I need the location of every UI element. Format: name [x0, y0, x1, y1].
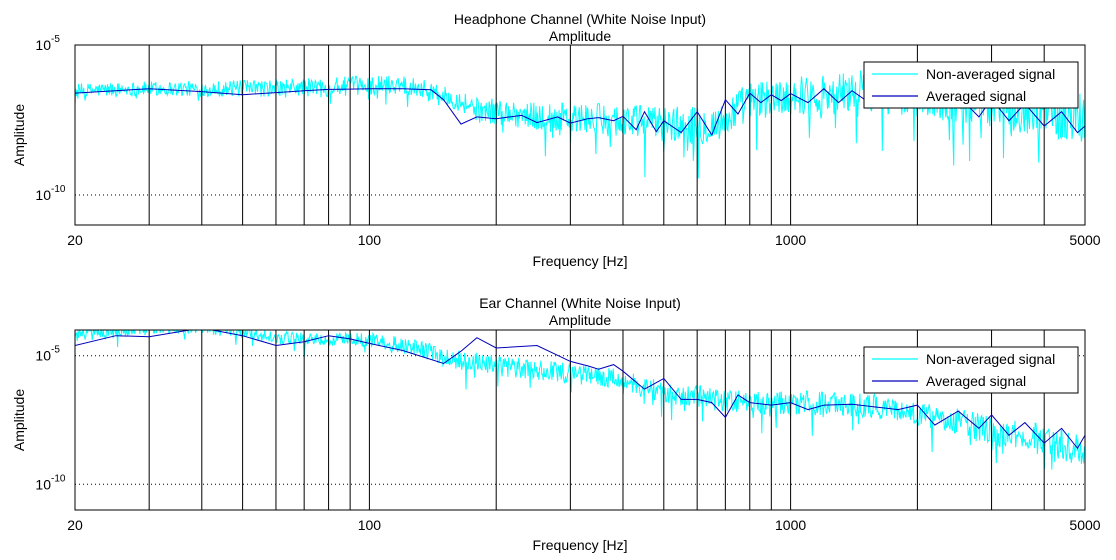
- x-tick-label: 5000: [1069, 232, 1100, 248]
- legend-label: Non-averaged signal: [926, 66, 1055, 82]
- legend: Non-averaged signal Averaged signal: [863, 61, 1079, 109]
- chart-title: Ear Channel (White Noise Input): [479, 295, 681, 311]
- legend-label: Averaged signal: [926, 88, 1026, 104]
- x-tick-label: 5000: [1069, 517, 1100, 533]
- x-tick-label: 20: [67, 232, 83, 248]
- series-non-averaged-signal: [75, 70, 1085, 179]
- x-axis-label: Frequency [Hz]: [533, 253, 628, 269]
- x-tick-label: 1000: [775, 232, 806, 248]
- x-tick-label: 100: [358, 517, 382, 533]
- axes-box: [74, 329, 1086, 511]
- y-tick-label: 10: [35, 348, 51, 364]
- y-axis-label: Amplitude: [11, 389, 27, 451]
- y-axis-label: Amplitude: [11, 104, 27, 166]
- y-tick-label: 10: [35, 476, 51, 492]
- legend-box: [863, 346, 1079, 394]
- chart-subtitle: Amplitude: [549, 28, 611, 44]
- x-axis-label: Frequency [Hz]: [533, 537, 628, 553]
- legend-label: Averaged signal: [926, 373, 1026, 389]
- axes-box: [74, 44, 1086, 226]
- plot-data: [75, 330, 1085, 470]
- legend-box: [863, 61, 1079, 109]
- legend: Non-averaged signal Averaged signal: [863, 346, 1079, 394]
- series-non-averaged-signal: [75, 330, 1085, 470]
- chart-title: Headphone Channel (White Noise Input): [454, 11, 706, 27]
- x-tick-label: 100: [358, 232, 382, 248]
- y-tick-exponent: -5: [51, 345, 60, 356]
- legend-label: Non-averaged signal: [926, 351, 1055, 367]
- y-tick-label: 10: [35, 187, 51, 203]
- y-tick-exponent: -5: [51, 34, 60, 45]
- y-tick-exponent: -10: [51, 473, 66, 484]
- y-tick-exponent: -10: [51, 184, 66, 195]
- y-tick-label: 10: [35, 37, 51, 53]
- series-averaged-signal: [75, 330, 1085, 450]
- chart-subtitle: Amplitude: [549, 312, 611, 328]
- plot-data: [75, 70, 1085, 179]
- x-tick-label: 1000: [775, 517, 806, 533]
- x-tick-label: 20: [67, 517, 83, 533]
